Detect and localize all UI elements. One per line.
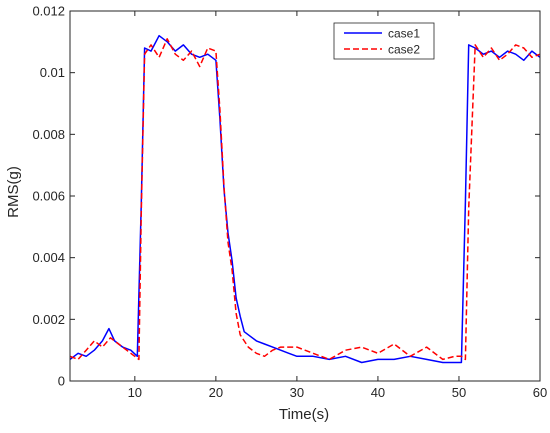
x-tick-label: 30 xyxy=(290,385,304,400)
legend-box xyxy=(333,22,435,60)
y-tick-label: 0.004 xyxy=(32,250,65,265)
y-tick-label: 0.008 xyxy=(32,127,65,142)
plot-area xyxy=(70,34,540,364)
series-line-case1 xyxy=(70,34,540,364)
x-tick-label: 50 xyxy=(452,385,466,400)
legend: case1 case2 xyxy=(333,22,435,60)
x-tick-label: 20 xyxy=(209,385,223,400)
x-axis-label: Time(s) xyxy=(279,406,329,423)
y-tick-label: 0.002 xyxy=(32,312,65,327)
axes: 10 20 30 40 50 60 0 0.002 0.004 0.006 0.008 0.01 0.0… xyxy=(32,4,547,401)
y-tick-label: 0.012 xyxy=(32,4,65,19)
y-axis-label: RMS(g) xyxy=(5,166,22,218)
x-tick-label: 60 xyxy=(533,385,547,400)
y-tick-label: 0.006 xyxy=(32,189,65,204)
series-line-case2 xyxy=(70,38,540,361)
x-tick-label: 10 xyxy=(128,385,142,400)
legend-label-case2: case2 xyxy=(388,43,420,57)
x-tick-label: 40 xyxy=(371,385,385,400)
legend-label-case1: case1 xyxy=(388,27,420,41)
y-tick-label: 0 xyxy=(58,374,65,389)
y-tick-label: 0.01 xyxy=(40,65,65,80)
